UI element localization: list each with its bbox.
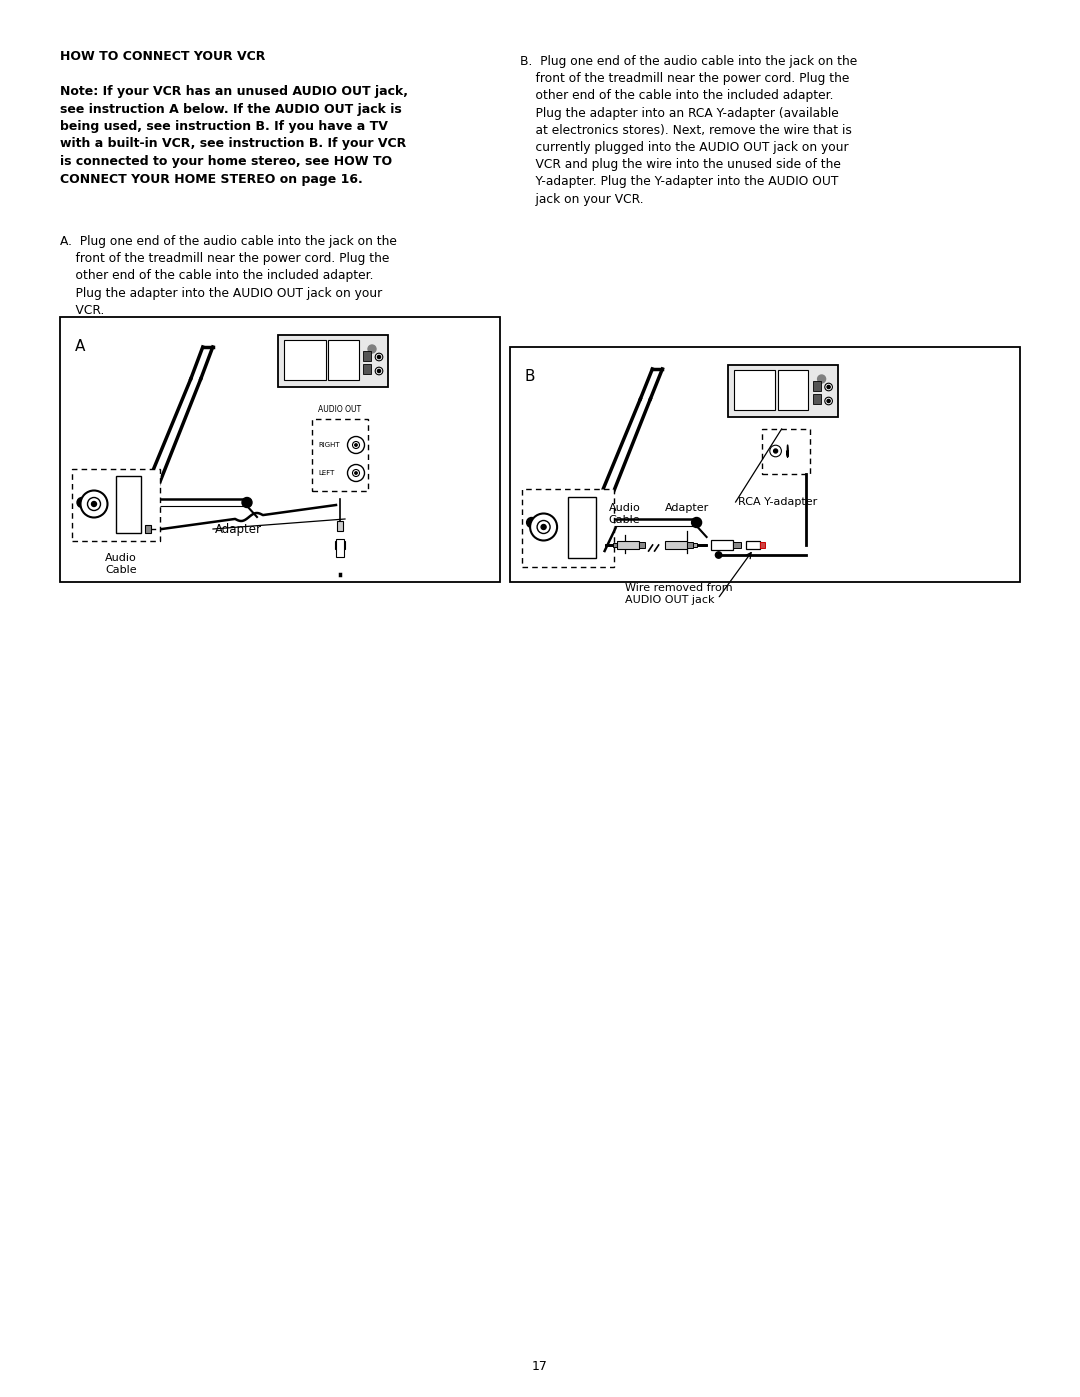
Bar	[812, 381, 821, 391]
Bar	[278, 335, 388, 387]
Bar	[510, 346, 1020, 583]
Text: HOW TO CONNECT YOUR VCR: HOW TO CONNECT YOUR VCR	[60, 50, 266, 63]
Bar	[116, 476, 141, 534]
Circle shape	[818, 374, 825, 383]
Text: AUDIO OUT: AUDIO OUT	[319, 405, 362, 414]
Text: Wire removed from
AUDIO OUT jack: Wire removed from AUDIO OUT jack	[624, 583, 732, 605]
Bar	[733, 370, 775, 409]
Circle shape	[348, 436, 365, 454]
Circle shape	[368, 345, 376, 353]
Bar	[337, 521, 342, 531]
Bar	[664, 541, 687, 549]
Bar	[336, 539, 345, 557]
Text: B.  Plug one end of the audio cable into the jack on the
    front of the treadm: B. Plug one end of the audio cable into …	[519, 54, 856, 205]
Circle shape	[773, 448, 778, 453]
Circle shape	[375, 353, 382, 360]
Circle shape	[827, 386, 831, 388]
Bar	[761, 429, 810, 474]
Circle shape	[530, 514, 557, 541]
Circle shape	[352, 469, 360, 476]
Circle shape	[770, 446, 782, 457]
Bar	[745, 541, 759, 549]
Bar	[363, 365, 372, 374]
Text: Audio
Cable: Audio Cable	[609, 503, 640, 525]
Text: Audio
Cable: Audio Cable	[105, 553, 137, 576]
Circle shape	[715, 552, 721, 559]
Text: Note: If your VCR has an unused AUDIO OUT jack,
see instruction A below. If the : Note: If your VCR has an unused AUDIO OU…	[60, 85, 408, 186]
Circle shape	[242, 497, 252, 507]
Bar	[732, 542, 741, 548]
Circle shape	[81, 490, 108, 517]
Bar	[612, 543, 617, 548]
Circle shape	[355, 444, 357, 446]
Bar	[335, 541, 345, 549]
Bar	[605, 543, 612, 546]
Bar	[692, 543, 697, 548]
Bar	[284, 339, 326, 380]
Text: A: A	[75, 339, 85, 353]
Bar	[145, 525, 151, 534]
Bar	[697, 543, 706, 546]
Circle shape	[827, 400, 831, 402]
Circle shape	[691, 517, 702, 528]
Circle shape	[527, 517, 537, 528]
Bar	[759, 542, 765, 548]
Text: RCA Y-adapter: RCA Y-adapter	[738, 497, 816, 507]
Bar	[312, 419, 368, 490]
Text: A.  Plug one end of the audio cable into the jack on the
    front of the treadm: A. Plug one end of the audio cable into …	[60, 235, 396, 317]
Bar	[617, 541, 638, 549]
Bar	[568, 497, 595, 557]
Circle shape	[92, 502, 96, 507]
Circle shape	[825, 383, 833, 391]
Bar	[60, 317, 500, 583]
Text: Adapter: Adapter	[664, 503, 708, 513]
Circle shape	[825, 397, 833, 405]
Circle shape	[352, 441, 360, 448]
Text: 17: 17	[532, 1361, 548, 1373]
Circle shape	[377, 369, 380, 373]
Bar	[812, 394, 821, 404]
Text: RIGHT: RIGHT	[318, 441, 339, 448]
Circle shape	[348, 464, 365, 482]
Text: LEFT: LEFT	[318, 469, 335, 476]
Bar	[711, 541, 732, 550]
Bar	[72, 469, 160, 541]
Bar	[638, 542, 645, 548]
Bar	[328, 339, 359, 380]
Circle shape	[541, 524, 546, 529]
Circle shape	[537, 521, 550, 534]
Circle shape	[377, 355, 380, 359]
Text: B: B	[525, 369, 535, 384]
Circle shape	[355, 472, 357, 474]
Bar	[728, 365, 838, 416]
Bar	[363, 351, 372, 360]
Bar	[522, 489, 613, 567]
Text: Adapter: Adapter	[215, 522, 262, 535]
Bar	[687, 542, 692, 548]
Circle shape	[375, 367, 382, 374]
Bar	[778, 370, 809, 409]
Circle shape	[77, 497, 87, 507]
Circle shape	[87, 497, 100, 510]
